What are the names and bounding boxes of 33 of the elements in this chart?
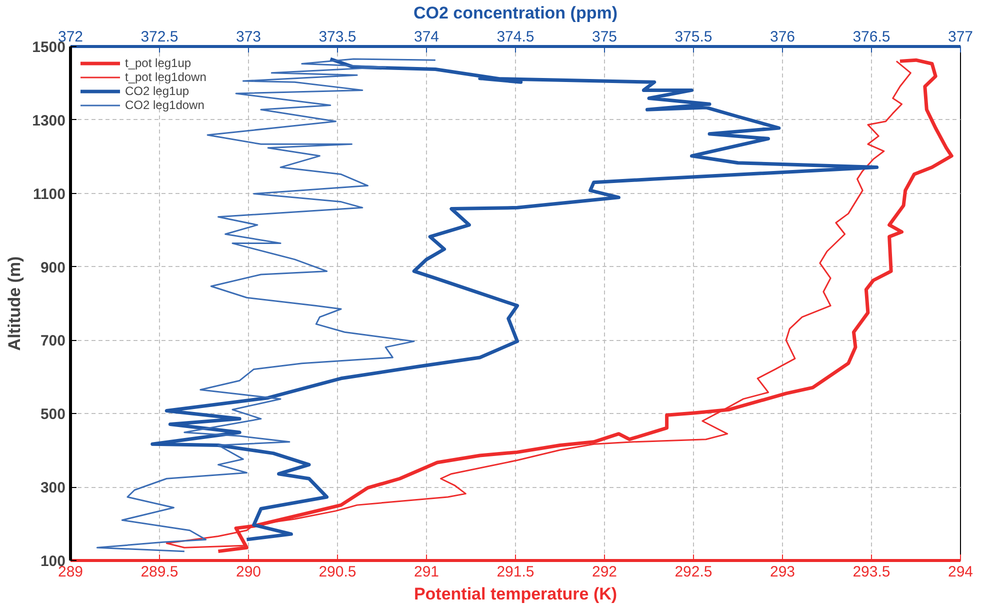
y-tick-label: 1300 xyxy=(32,112,66,130)
x2-tick-label: 373 xyxy=(236,28,262,46)
x2-tick-label: 375 xyxy=(592,28,618,46)
x2-axis-title: CO2 concentration (ppm) xyxy=(413,4,618,22)
x-tick-label: 293 xyxy=(770,564,796,580)
x-tick-label: 292.5 xyxy=(674,564,712,580)
x-tick-label: 290.5 xyxy=(318,564,356,580)
legend-label: CO2 leg1down xyxy=(125,98,204,112)
x2-tick-label: 374 xyxy=(414,28,440,46)
legend-label: t_pot leg1down xyxy=(125,70,206,84)
x2-tick-label: 374.5 xyxy=(496,28,534,46)
x2-tick-label: 377 xyxy=(948,28,974,46)
x-tick-label: 293.5 xyxy=(852,564,890,580)
y-tick-label: 900 xyxy=(40,259,66,276)
x-tick-label: 291 xyxy=(414,564,440,580)
y-tick-label: 700 xyxy=(40,332,66,350)
x-tick-label: 294 xyxy=(948,564,974,580)
y-axis-title: Altitude (m) xyxy=(5,256,24,351)
y-tick-label: 1100 xyxy=(32,186,66,203)
x-tick-label: 289.5 xyxy=(140,564,178,580)
x-axis-title: Potential temperature (K) xyxy=(414,584,618,604)
x2-tick-label: 372.5 xyxy=(140,28,178,46)
x2-tick-label: 375.5 xyxy=(674,28,712,46)
x2-tick-label: 376 xyxy=(770,28,796,46)
y-tick-label: 300 xyxy=(40,480,66,497)
x2-tick-label: 373.5 xyxy=(318,28,356,46)
x-tick-label: 292 xyxy=(592,564,618,580)
x2-tick-label: 376.5 xyxy=(852,28,890,46)
legend-label: CO2 leg1up xyxy=(125,84,190,98)
x-tick-label: 290 xyxy=(236,564,262,580)
y-tick-label: 500 xyxy=(40,406,66,424)
legend-label: t_pot leg1up xyxy=(125,56,192,70)
x-tick-label: 291.5 xyxy=(496,564,534,580)
